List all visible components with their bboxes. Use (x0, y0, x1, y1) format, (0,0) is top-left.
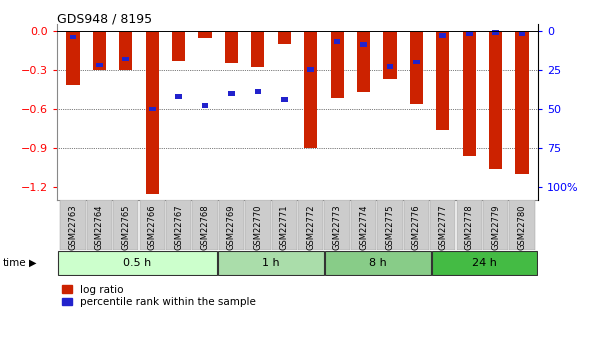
Bar (519, 31, 525, 36)
Bar (149, 107, 156, 111)
Text: GSM22777: GSM22777 (438, 204, 447, 250)
Text: GDS948 / 8195: GDS948 / 8195 (57, 12, 152, 25)
Bar (492, 30, 499, 34)
Bar (58, 252, 217, 275)
Bar (245, 200, 270, 250)
Bar (457, 200, 482, 250)
Text: 24 h: 24 h (472, 258, 497, 268)
Bar (357, 31, 370, 92)
Text: time: time (3, 258, 26, 268)
Bar (60, 200, 85, 250)
Bar (172, 31, 185, 61)
Bar (439, 33, 446, 38)
Bar (325, 200, 350, 250)
Bar (410, 31, 423, 104)
Bar (377, 200, 403, 250)
Bar (96, 63, 103, 67)
Text: GSM22775: GSM22775 (385, 204, 394, 249)
Text: GSM22767: GSM22767 (174, 204, 183, 250)
Text: ▶: ▶ (29, 258, 36, 268)
Bar (413, 60, 419, 64)
Text: 1 h: 1 h (262, 258, 279, 268)
Bar (66, 31, 79, 86)
Bar (489, 31, 502, 169)
Bar (351, 200, 376, 250)
Text: GSM22778: GSM22778 (465, 204, 474, 250)
Text: GSM22772: GSM22772 (306, 204, 315, 249)
Bar (516, 31, 529, 174)
Bar (166, 200, 191, 250)
Bar (202, 104, 209, 108)
Bar (278, 31, 291, 44)
Text: 0.5 h: 0.5 h (123, 258, 151, 268)
Bar (123, 57, 129, 61)
Text: GSM22774: GSM22774 (359, 204, 368, 249)
Bar (510, 200, 535, 250)
Bar (255, 89, 261, 94)
Bar (331, 31, 344, 98)
Bar (113, 200, 138, 250)
Text: GSM22768: GSM22768 (201, 204, 210, 250)
Bar (175, 94, 182, 99)
Bar (404, 200, 429, 250)
Bar (219, 200, 244, 250)
Bar (383, 31, 397, 79)
Legend: log ratio, percentile rank within the sample: log ratio, percentile rank within the sa… (63, 285, 256, 307)
Bar (119, 31, 132, 70)
Bar (436, 31, 450, 130)
Bar (325, 252, 430, 275)
Bar (70, 34, 76, 39)
Bar (483, 200, 508, 250)
Bar (145, 31, 159, 194)
Bar (304, 31, 317, 148)
Bar (87, 200, 112, 250)
Bar (298, 200, 323, 250)
Bar (432, 252, 537, 275)
Bar (430, 200, 456, 250)
Text: GSM22779: GSM22779 (491, 204, 500, 249)
Bar (281, 97, 288, 102)
Text: 8 h: 8 h (369, 258, 386, 268)
Text: GSM22770: GSM22770 (254, 204, 263, 249)
Text: GSM22773: GSM22773 (332, 204, 341, 250)
Bar (466, 31, 472, 36)
Bar (218, 252, 324, 275)
Bar (360, 42, 367, 47)
Bar (251, 31, 264, 67)
Bar (463, 31, 476, 156)
Text: GSM22766: GSM22766 (148, 204, 157, 250)
Bar (334, 39, 340, 44)
Bar (225, 31, 238, 63)
Text: GSM22769: GSM22769 (227, 204, 236, 249)
Bar (228, 91, 235, 96)
Text: GSM22776: GSM22776 (412, 204, 421, 250)
Text: GSM22780: GSM22780 (517, 204, 526, 249)
Text: GSM22765: GSM22765 (121, 204, 130, 249)
Text: GSM22763: GSM22763 (69, 204, 78, 250)
Bar (192, 200, 218, 250)
Text: GSM22771: GSM22771 (280, 204, 289, 249)
Bar (307, 68, 314, 72)
Bar (386, 65, 393, 69)
Bar (272, 200, 297, 250)
Bar (93, 31, 106, 70)
Text: GSM22764: GSM22764 (95, 204, 104, 249)
Bar (198, 31, 212, 39)
Bar (139, 200, 165, 250)
